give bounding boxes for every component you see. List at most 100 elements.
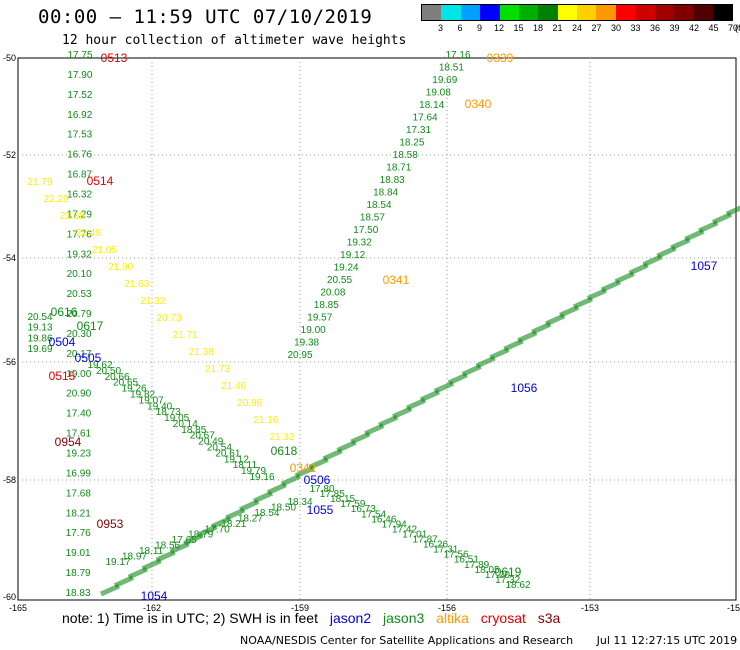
wave-height-value: 17.76 bbox=[67, 229, 92, 240]
wave-height-value: 16.99 bbox=[66, 468, 91, 479]
legend-swatch bbox=[577, 5, 597, 20]
wave-height-value: 21.46 bbox=[221, 381, 246, 392]
pass-label: 0515 bbox=[49, 369, 76, 383]
wave-height-value: 21.79 bbox=[27, 177, 52, 188]
wave-height-value: 21.63 bbox=[124, 279, 149, 290]
wave-height-value: 18.97 bbox=[122, 552, 147, 563]
legend-tick-label: 15 bbox=[513, 23, 524, 33]
legend-swatch bbox=[422, 5, 442, 20]
wave-height-value: 18.34 bbox=[287, 497, 312, 508]
legend-swatch bbox=[557, 5, 577, 20]
wave-height-value: 17.70 bbox=[205, 524, 230, 535]
wave-height-value: 19.23 bbox=[66, 449, 91, 460]
wave-height-value: 19.86 bbox=[27, 333, 52, 344]
wave-height-value: 16.92 bbox=[67, 110, 92, 121]
legend-tick-label: 6 bbox=[457, 23, 463, 33]
wave-height-value: 20.53 bbox=[67, 289, 92, 300]
wave-height-value: 16.87 bbox=[67, 170, 92, 181]
legend-cryosat: cryosat bbox=[480, 610, 526, 626]
wave-height-value: 18.50 bbox=[271, 503, 296, 514]
wave-height-value: 17.87 bbox=[413, 535, 438, 546]
pass-label: 0616 bbox=[51, 305, 78, 319]
wave-height-value: 18.21 bbox=[221, 519, 246, 530]
lat-label: -56 bbox=[3, 357, 16, 367]
wave-height-value: 19.12 bbox=[340, 250, 365, 261]
wave-height-value: 18.57 bbox=[360, 213, 385, 224]
wave-height-value: 17.31 bbox=[433, 545, 458, 556]
wave-height-value: 18.56 bbox=[155, 541, 180, 552]
wave-height-value: 20.49 bbox=[198, 437, 223, 448]
wave-height-value: 19.01 bbox=[66, 548, 91, 559]
lat-label: -58 bbox=[3, 475, 16, 485]
wave-height-value: 17.94 bbox=[382, 519, 407, 530]
legend-swatch bbox=[615, 5, 636, 20]
legend-swatch bbox=[693, 5, 713, 20]
wave-height-value: 19.24 bbox=[334, 263, 359, 274]
legend-jason2: jason2 bbox=[329, 610, 372, 626]
pass-label: 0506 bbox=[304, 473, 331, 487]
wave-height-value: 19.16 bbox=[249, 472, 274, 483]
pass-label: 0341 bbox=[383, 273, 410, 287]
lon-label: -150 bbox=[727, 603, 740, 613]
wave-height-value: 17.31 bbox=[406, 125, 431, 136]
wave-height-value: 19.79 bbox=[241, 466, 266, 477]
pass-label: 0339 bbox=[487, 51, 514, 65]
pass-label: 0617 bbox=[77, 319, 104, 333]
wave-height-value: 20.73 bbox=[157, 313, 182, 324]
wave-height-value: 19.32 bbox=[67, 249, 92, 260]
wave-height-value: 20.65 bbox=[113, 378, 138, 389]
wave-height-value: 17.29 bbox=[67, 209, 92, 220]
pass-label: 1054 bbox=[141, 589, 168, 603]
legend-tick-label: 21 bbox=[552, 23, 563, 33]
wave-height-value: 20.54 bbox=[27, 312, 52, 323]
credit-row: NOAA/NESDIS Center for Satellite Applica… bbox=[240, 634, 737, 647]
wave-height-value: 17.40 bbox=[66, 409, 91, 420]
wave-height-value: 18.84 bbox=[373, 188, 398, 199]
wave-height-value: 19.26 bbox=[122, 384, 147, 395]
wave-height-value: 18.27 bbox=[238, 513, 263, 524]
wave-height-value: 19.40 bbox=[147, 401, 172, 412]
lon-label: -153 bbox=[581, 603, 599, 613]
wave-height-value: 16.26 bbox=[423, 540, 448, 551]
wave-height-value: 20.17 bbox=[66, 349, 91, 360]
wave-height-value: 17.52 bbox=[67, 90, 92, 101]
wave-height-value: 21.32 bbox=[269, 432, 294, 443]
wave-height-value: 19.08 bbox=[426, 88, 451, 99]
pass-label: 0514 bbox=[87, 174, 114, 188]
wave-height-value: 18.58 bbox=[393, 150, 418, 161]
wave-height-value: 17.32 bbox=[495, 575, 520, 586]
wave-height-value: 19.07 bbox=[139, 395, 164, 406]
wave-height-value: 19.00 bbox=[66, 369, 91, 380]
dense-track-mark bbox=[725, 205, 740, 217]
legend-swatch bbox=[518, 5, 539, 20]
legend-tick-label: 33 bbox=[630, 23, 641, 33]
wave-height-value: 19.17 bbox=[105, 557, 130, 568]
lat-label: -60 bbox=[3, 592, 16, 602]
wave-height-value: 19.00 bbox=[301, 325, 326, 336]
wave-height-value: 19.38 bbox=[294, 338, 319, 349]
wave-height-value: 17.42 bbox=[392, 524, 417, 535]
legend-tick-label: 70 bbox=[727, 23, 739, 33]
wave-height-value: 19.57 bbox=[307, 313, 332, 324]
wave-height-value: 20.96 bbox=[237, 398, 262, 409]
wave-height-value: 20.50 bbox=[96, 366, 121, 377]
wave-height-value: 16.32 bbox=[67, 190, 92, 201]
wave-height-value: 21.38 bbox=[189, 347, 214, 358]
map-title: 00:00 – 11:59 UTC 07/10/2019 bbox=[38, 6, 373, 28]
lon-label: -159 bbox=[291, 603, 309, 613]
wave-height-value: 16.46 bbox=[371, 514, 396, 525]
wave-height-value: 22.49 bbox=[76, 228, 101, 239]
wave-height-value: 20.08 bbox=[320, 288, 345, 299]
wave-height-value: 17.50 bbox=[353, 225, 378, 236]
wave-height-value: 19.05 bbox=[164, 413, 189, 424]
wave-height-value: 17.54 bbox=[361, 509, 386, 520]
wave-height-value: 20.90 bbox=[66, 389, 91, 400]
legend-tick-label: 30 bbox=[610, 23, 622, 33]
wave-height-value: 17.20 bbox=[485, 570, 510, 581]
wave-height-value: 21.05 bbox=[92, 245, 117, 256]
lat-label: -52 bbox=[3, 150, 16, 160]
map-subtitle: 12 hour collection of altimeter wave hei… bbox=[62, 33, 407, 48]
wave-height-value: 21.32 bbox=[140, 296, 165, 307]
wave-height-value: 19.12 bbox=[224, 454, 249, 465]
